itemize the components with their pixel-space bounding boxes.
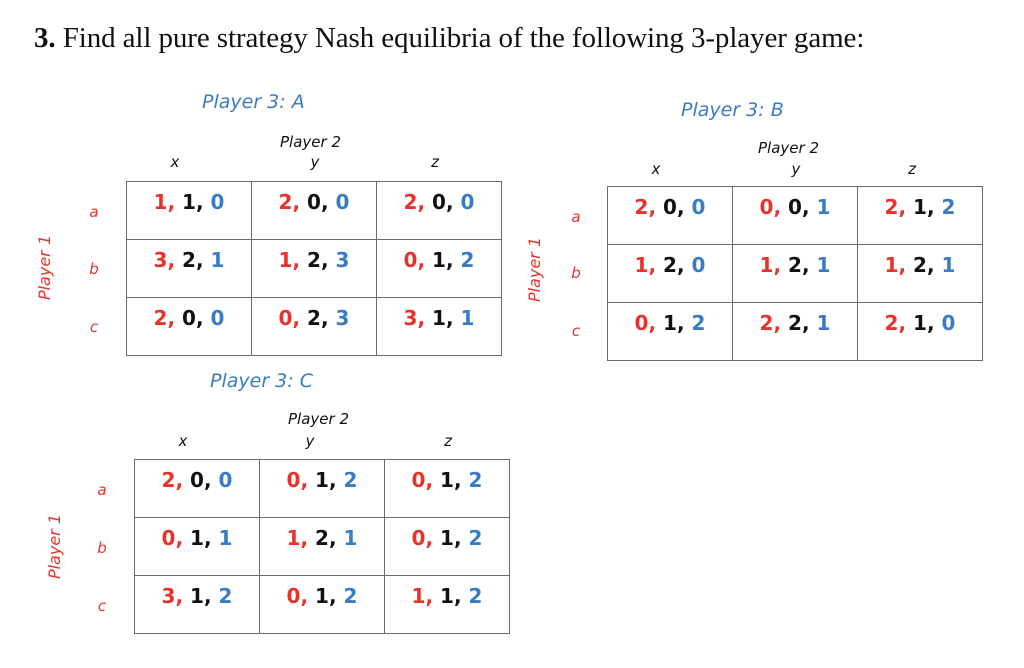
payoff-cell: 1, 1, 2 [384, 575, 510, 634]
matrix-title: Player 3: A [202, 91, 305, 113]
player2-label: Player 2 [758, 139, 819, 157]
row-header-a: a [89, 203, 99, 221]
table-row: 3, 1, 2 0, 1, 2 1, 1, 2 [134, 575, 510, 634]
row-header-c: c [97, 597, 107, 615]
payoff-cell: 1, 2, 1 [857, 244, 983, 303]
player2-label: Player 2 [288, 410, 349, 428]
payoff-cell: 0, 1, 1 [134, 517, 260, 576]
payoff-table: 2, 0, 0 0, 1, 2 0, 1, 2 0, 1, 1 1, 2, 1 … [134, 459, 510, 634]
col-header-y: y [305, 432, 315, 450]
table-row: 1, 2, 0 1, 2, 1 1, 2, 1 [607, 244, 983, 303]
table-row: 2, 0, 0 0, 2, 3 3, 1, 1 [126, 297, 502, 356]
player1-label: Player 1 [35, 234, 55, 301]
payoff-cell: 0, 0, 1 [732, 186, 858, 245]
table-row: 0, 1, 1 1, 2, 1 0, 1, 2 [134, 517, 510, 576]
row-header-b: b [89, 260, 99, 278]
payoff-table: 2, 0, 0 0, 0, 1 2, 1, 2 1, 2, 0 1, 2, 1 … [607, 186, 983, 361]
table-row: 2, 0, 0 0, 0, 1 2, 1, 2 [607, 186, 983, 245]
table-row: 3, 2, 1 1, 2, 3 0, 1, 2 [126, 239, 502, 298]
player2-label: Player 2 [280, 133, 341, 151]
payoff-cell: 0, 1, 2 [376, 239, 502, 298]
payoff-cell: 0, 1, 2 [259, 575, 385, 634]
row-header-a: a [571, 208, 581, 226]
question-number: 3. [34, 22, 56, 54]
row-header-c: c [89, 318, 99, 336]
col-header-x: x [170, 153, 180, 171]
payoff-cell: 2, 1, 2 [857, 186, 983, 245]
question-title: 3. Find all pure strategy Nash equilibri… [34, 22, 864, 55]
row-header-b: b [571, 264, 581, 282]
payoff-cell: 2, 1, 0 [857, 302, 983, 361]
payoff-table: 1, 1, 0 2, 0, 0 2, 0, 0 3, 2, 1 1, 2, 3 … [126, 181, 502, 356]
row-header-b: b [97, 539, 107, 557]
payoff-cell: 1, 2, 1 [259, 517, 385, 576]
payoff-cell: 2, 2, 1 [732, 302, 858, 361]
payoff-cell: 3, 1, 1 [376, 297, 502, 356]
payoff-cell: 2, 0, 0 [134, 459, 260, 518]
payoff-cell: 0, 1, 2 [607, 302, 733, 361]
col-header-z: z [431, 153, 439, 171]
payoff-cell: 2, 0, 0 [376, 181, 502, 240]
payoff-cell: 0, 1, 2 [259, 459, 385, 518]
payoff-cell: 2, 0, 0 [607, 186, 733, 245]
payoff-cell: 1, 2, 0 [607, 244, 733, 303]
col-header-x: x [651, 160, 661, 178]
payoff-cell: 3, 1, 2 [134, 575, 260, 634]
payoff-cell: 0, 1, 2 [384, 517, 510, 576]
matrix-title: Player 3: C [210, 370, 313, 392]
payoff-cell: 0, 2, 3 [251, 297, 377, 356]
payoff-cell: 1, 2, 1 [732, 244, 858, 303]
row-header-a: a [97, 481, 107, 499]
col-header-z: z [908, 160, 916, 178]
col-header-z: z [444, 432, 452, 450]
player1-label: Player 1 [525, 236, 545, 303]
table-row: 2, 0, 0 0, 1, 2 0, 1, 2 [134, 459, 510, 518]
col-header-x: x [178, 432, 188, 450]
row-header-c: c [571, 322, 581, 340]
table-row: 0, 1, 2 2, 2, 1 2, 1, 0 [607, 302, 983, 361]
player1-label: Player 1 [45, 513, 65, 580]
col-header-y: y [310, 153, 320, 171]
matrix-title: Player 3: B [681, 99, 784, 121]
payoff-cell: 0, 1, 2 [384, 459, 510, 518]
payoff-cell: 3, 2, 1 [126, 239, 252, 298]
question-text: Find all pure strategy Nash equilibria o… [62, 22, 865, 54]
payoff-cell: 2, 0, 0 [126, 297, 252, 356]
payoff-cell: 2, 0, 0 [251, 181, 377, 240]
table-row: 1, 1, 0 2, 0, 0 2, 0, 0 [126, 181, 502, 240]
payoff-cell: 1, 2, 3 [251, 239, 377, 298]
col-header-y: y [791, 160, 801, 178]
payoff-cell: 1, 1, 0 [126, 181, 252, 240]
